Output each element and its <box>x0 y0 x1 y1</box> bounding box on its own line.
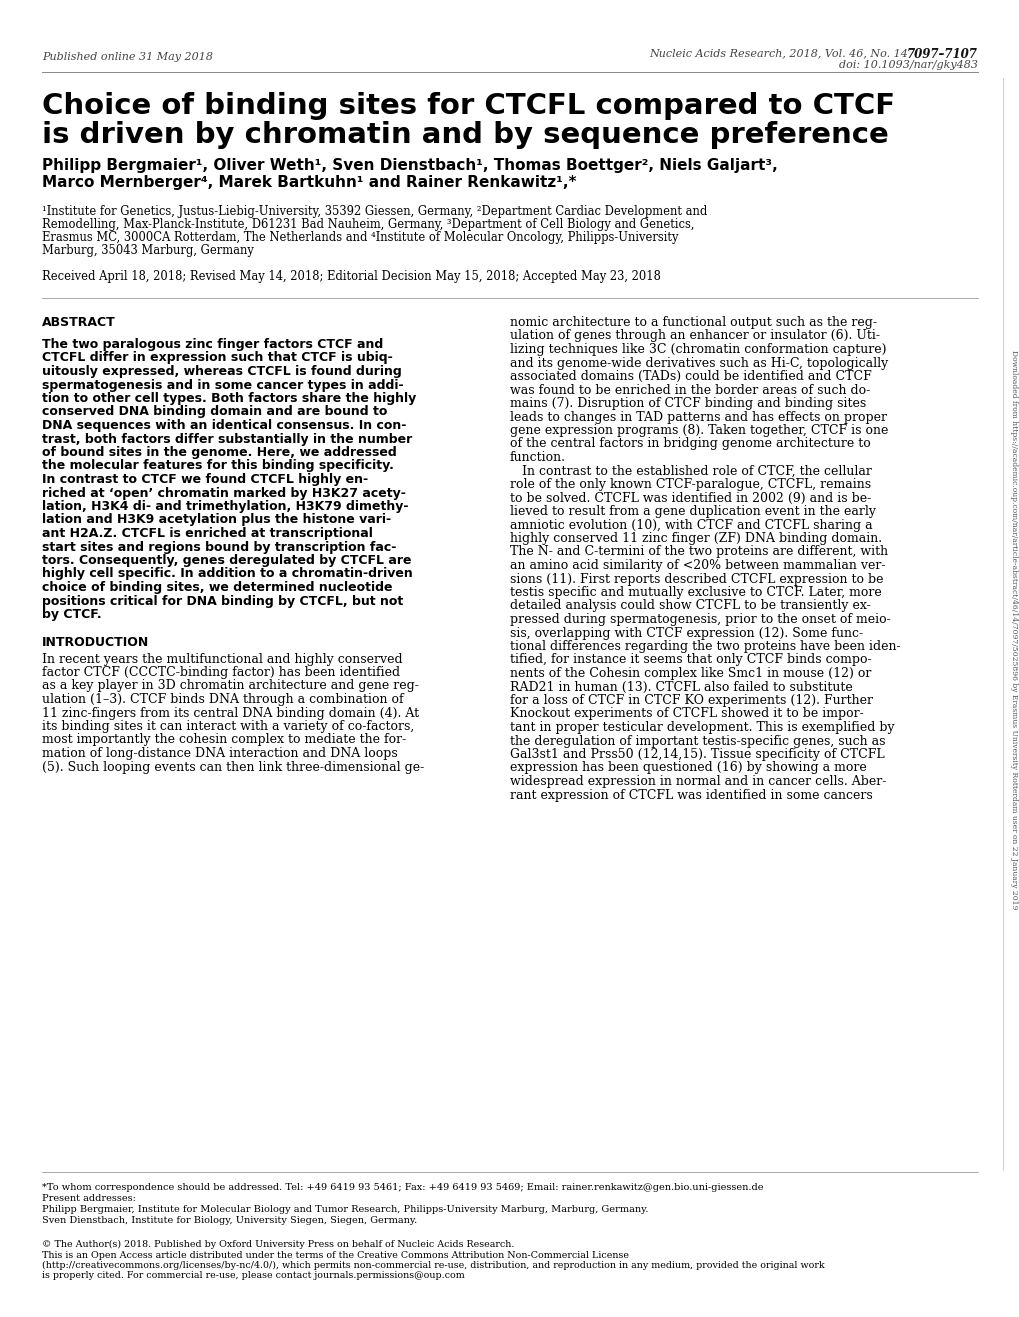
Text: role of the only known CTCF-paralogue, CTCFL, remains: role of the only known CTCF-paralogue, C… <box>510 478 870 491</box>
Text: widespread expression in normal and in cancer cells. Aber-: widespread expression in normal and in c… <box>510 774 886 788</box>
Text: 7097–7107: 7097–7107 <box>906 47 977 61</box>
Text: function.: function. <box>510 450 566 464</box>
Text: INTRODUCTION: INTRODUCTION <box>42 636 149 648</box>
Text: start sites and regions bound by transcription fac-: start sites and regions bound by transcr… <box>42 540 396 553</box>
Text: doi: 10.1093/nar/gky483: doi: 10.1093/nar/gky483 <box>839 61 977 70</box>
Text: ant H2A.Z. CTCFL is enriched at transcriptional: ant H2A.Z. CTCFL is enriched at transcri… <box>42 527 373 540</box>
Text: choice of binding sites, we determined nucleotide: choice of binding sites, we determined n… <box>42 581 392 594</box>
Text: mains (7). Disruption of CTCF binding and binding sites: mains (7). Disruption of CTCF binding an… <box>510 396 865 410</box>
Text: Nucleic Acids Research, 2018, Vol. 46, No. 14: Nucleic Acids Research, 2018, Vol. 46, N… <box>648 47 909 58</box>
Text: ABSTRACT: ABSTRACT <box>42 316 115 329</box>
Text: In contrast to the established role of CTCF, the cellular: In contrast to the established role of C… <box>510 465 871 478</box>
Text: to be solved. CTCFL was identified in 2002 (9) and is be-: to be solved. CTCFL was identified in 20… <box>510 491 870 504</box>
Text: nents of the Cohesin complex like Smc1 in mouse (12) or: nents of the Cohesin complex like Smc1 i… <box>510 666 870 680</box>
Text: detailed analysis could show CTCFL to be transiently ex-: detailed analysis could show CTCFL to be… <box>510 599 870 612</box>
Text: the molecular features for this binding specificity.: the molecular features for this binding … <box>42 460 393 473</box>
Text: and its genome-wide derivatives such as Hi-C, topologically: and its genome-wide derivatives such as … <box>510 357 888 370</box>
Text: lation and H3K9 acetylation plus the histone vari-: lation and H3K9 acetylation plus the his… <box>42 514 390 527</box>
Text: amniotic evolution (10), with CTCF and CTCFL sharing a: amniotic evolution (10), with CTCF and C… <box>510 519 872 532</box>
Text: by CTCF.: by CTCF. <box>42 608 102 622</box>
Text: trast, both factors differ substantially in the number: trast, both factors differ substantially… <box>42 432 412 445</box>
Text: Philipp Bergmaier¹, Oliver Weth¹, Sven Dienstbach¹, Thomas Boettger², Niels Galj: Philipp Bergmaier¹, Oliver Weth¹, Sven D… <box>42 158 777 173</box>
Text: riched at ‘open’ chromatin marked by H3K27 acety-: riched at ‘open’ chromatin marked by H3K… <box>42 486 406 499</box>
Text: Knockout experiments of CTCFL showed it to be impor-: Knockout experiments of CTCFL showed it … <box>510 707 863 720</box>
Text: conserved DNA binding domain and are bound to: conserved DNA binding domain and are bou… <box>42 406 387 419</box>
Text: of the central factors in bridging genome architecture to: of the central factors in bridging genom… <box>510 437 870 450</box>
Text: Received April 18, 2018; Revised May 14, 2018; Editorial Decision May 15, 2018; : Received April 18, 2018; Revised May 14,… <box>42 270 660 283</box>
Text: is properly cited. For commercial re-use, please contact journals.permissions@ou: is properly cited. For commercial re-use… <box>42 1271 465 1280</box>
Text: an amino acid similarity of <20% between mammalian ver-: an amino acid similarity of <20% between… <box>510 558 884 572</box>
Text: most importantly the cohesin complex to mediate the for-: most importantly the cohesin complex to … <box>42 734 406 747</box>
Text: tified, for instance it seems that only CTCF binds compo-: tified, for instance it seems that only … <box>510 653 871 666</box>
Text: Erasmus MC, 3000CA Rotterdam, The Netherlands and ⁴Institute of Molecular Oncolo: Erasmus MC, 3000CA Rotterdam, The Nether… <box>42 230 678 244</box>
Text: associated domains (TADs) could be identified and CTCF: associated domains (TADs) could be ident… <box>510 370 871 383</box>
Text: Published online 31 May 2018: Published online 31 May 2018 <box>42 51 213 62</box>
Text: tion to other cell types. Both factors share the highly: tion to other cell types. Both factors s… <box>42 392 416 406</box>
Text: Downloaded from https://academic.oup.com/nar/article-abstract/46/14/7097/5025896: Downloaded from https://academic.oup.com… <box>1009 350 1017 910</box>
Text: its binding sites it can interact with a variety of co-factors,: its binding sites it can interact with a… <box>42 720 414 734</box>
Text: gene expression programs (8). Taken together, CTCF is one: gene expression programs (8). Taken toge… <box>510 424 888 437</box>
Text: spermatogenesis and in some cancer types in addi-: spermatogenesis and in some cancer types… <box>42 378 404 391</box>
Text: lieved to result from a gene duplication event in the early: lieved to result from a gene duplication… <box>510 504 875 518</box>
Text: © The Author(s) 2018. Published by Oxford University Press on behalf of Nucleic : © The Author(s) 2018. Published by Oxfor… <box>42 1241 514 1249</box>
Text: tional differences regarding the two proteins have been iden-: tional differences regarding the two pro… <box>510 640 900 653</box>
Text: highly conserved 11 zinc finger (ZF) DNA binding domain.: highly conserved 11 zinc finger (ZF) DNA… <box>510 532 881 545</box>
Text: (5). Such looping events can then link three-dimensional ge-: (5). Such looping events can then link t… <box>42 760 424 773</box>
Text: Remodelling, Max-Planck-Institute, D61231 Bad Nauheim, Germany, ³Department of C: Remodelling, Max-Planck-Institute, D6123… <box>42 219 694 230</box>
Text: lation, H3K4 di- and trimethylation, H3K79 dimethy-: lation, H3K4 di- and trimethylation, H3K… <box>42 500 408 514</box>
Text: tant in proper testicular development. This is exemplified by: tant in proper testicular development. T… <box>510 720 894 734</box>
Text: tors. Consequently, genes deregulated by CTCFL are: tors. Consequently, genes deregulated by… <box>42 554 411 568</box>
Text: Choice of binding sites for CTCFL compared to CTCF: Choice of binding sites for CTCFL compar… <box>42 92 895 120</box>
Text: ulation (1–3). CTCF binds DNA through a combination of: ulation (1–3). CTCF binds DNA through a … <box>42 693 404 706</box>
Text: In contrast to CTCF we found CTCFL highly en-: In contrast to CTCF we found CTCFL highl… <box>42 473 368 486</box>
Text: highly cell specific. In addition to a chromatin-driven: highly cell specific. In addition to a c… <box>42 568 413 581</box>
Text: Present addresses:: Present addresses: <box>42 1195 136 1202</box>
Text: RAD21 in human (13). CTCFL also failed to substitute: RAD21 in human (13). CTCFL also failed t… <box>510 681 852 694</box>
Text: for a loss of CTCF in CTCF KO experiments (12). Further: for a loss of CTCF in CTCF KO experiment… <box>510 694 872 707</box>
Text: uitously expressed, whereas CTCFL is found during: uitously expressed, whereas CTCFL is fou… <box>42 365 401 378</box>
Text: CTCFL differ in expression such that CTCF is ubiq-: CTCFL differ in expression such that CTC… <box>42 352 392 365</box>
Text: leads to changes in TAD patterns and has effects on proper: leads to changes in TAD patterns and has… <box>510 411 887 424</box>
Text: expression has been questioned (16) by showing a more: expression has been questioned (16) by s… <box>510 761 866 774</box>
Text: mation of long-distance DNA interaction and DNA loops: mation of long-distance DNA interaction … <box>42 747 397 760</box>
Text: DNA sequences with an identical consensus. In con-: DNA sequences with an identical consensu… <box>42 419 406 432</box>
Text: of bound sites in the genome. Here, we addressed: of bound sites in the genome. Here, we a… <box>42 446 396 460</box>
Text: 11 zinc-fingers from its central DNA binding domain (4). At: 11 zinc-fingers from its central DNA bin… <box>42 706 419 719</box>
Text: Sven Dienstbach, Institute for Biology, University Siegen, Siegen, Germany.: Sven Dienstbach, Institute for Biology, … <box>42 1216 417 1225</box>
Text: *To whom correspondence should be addressed. Tel: +49 6419 93 5461; Fax: +49 641: *To whom correspondence should be addres… <box>42 1183 763 1192</box>
Text: The N- and C-termini of the two proteins are different, with: The N- and C-termini of the two proteins… <box>510 545 888 558</box>
Text: Philipp Bergmaier, Institute for Molecular Biology and Tumor Research, Philipps-: Philipp Bergmaier, Institute for Molecul… <box>42 1205 648 1214</box>
Text: Marco Mernberger⁴, Marek Bartkuhn¹ and Rainer Renkawitz¹,*: Marco Mernberger⁴, Marek Bartkuhn¹ and R… <box>42 175 576 190</box>
Text: (http://creativecommons.org/licenses/by-nc/4.0/), which permits non-commercial r: (http://creativecommons.org/licenses/by-… <box>42 1260 823 1270</box>
Text: sis, overlapping with CTCF expression (12). Some func-: sis, overlapping with CTCF expression (1… <box>510 627 862 640</box>
Text: rant expression of CTCFL was identified in some cancers: rant expression of CTCFL was identified … <box>510 789 872 802</box>
Text: The two paralogous zinc finger factors CTCF and: The two paralogous zinc finger factors C… <box>42 338 383 352</box>
Text: testis specific and mutually exclusive to CTCF. Later, more: testis specific and mutually exclusive t… <box>510 586 880 599</box>
Text: In recent years the multifunctional and highly conserved: In recent years the multifunctional and … <box>42 652 403 665</box>
Text: nomic architecture to a functional output such as the reg-: nomic architecture to a functional outpu… <box>510 316 876 329</box>
Text: This is an Open Access article distributed under the terms of the Creative Commo: This is an Open Access article distribut… <box>42 1251 629 1259</box>
Text: is driven by chromatin and by sequence preference: is driven by chromatin and by sequence p… <box>42 121 888 149</box>
Text: Gal3st1 and Prss50 (12,14,15). Tissue specificity of CTCFL: Gal3st1 and Prss50 (12,14,15). Tissue sp… <box>510 748 883 761</box>
Text: ¹Institute for Genetics, Justus-Liebig-University, 35392 Giessen, Germany, ²Depa: ¹Institute for Genetics, Justus-Liebig-U… <box>42 205 707 219</box>
Text: as a key player in 3D chromatin architecture and gene reg-: as a key player in 3D chromatin architec… <box>42 680 419 693</box>
Text: factor CTCF (CCCTC-binding factor) has been identified: factor CTCF (CCCTC-binding factor) has b… <box>42 666 399 680</box>
Text: lizing techniques like 3C (chromatin conformation capture): lizing techniques like 3C (chromatin con… <box>510 342 886 356</box>
Text: sions (11). First reports described CTCFL expression to be: sions (11). First reports described CTCF… <box>510 573 882 586</box>
Text: positions critical for DNA binding by CTCFL, but not: positions critical for DNA binding by CT… <box>42 594 403 607</box>
Text: ulation of genes through an enhancer or insulator (6). Uti-: ulation of genes through an enhancer or … <box>510 329 879 342</box>
Text: the deregulation of important testis-specific genes, such as: the deregulation of important testis-spe… <box>510 735 884 748</box>
Text: was found to be enriched in the border areas of such do-: was found to be enriched in the border a… <box>510 383 869 396</box>
Text: pressed during spermatogenesis, prior to the onset of meio-: pressed during spermatogenesis, prior to… <box>510 612 890 626</box>
Text: Marburg, 35043 Marburg, Germany: Marburg, 35043 Marburg, Germany <box>42 244 254 257</box>
